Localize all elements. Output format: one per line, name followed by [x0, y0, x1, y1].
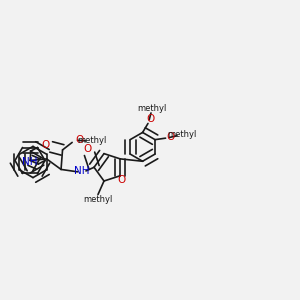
- Text: O: O: [167, 132, 175, 142]
- Text: NH: NH: [74, 166, 90, 176]
- Text: O: O: [76, 135, 84, 145]
- Text: methyl: methyl: [137, 104, 166, 113]
- Text: NH: NH: [22, 158, 37, 167]
- Text: methyl: methyl: [167, 130, 197, 139]
- Text: methyl: methyl: [83, 195, 113, 204]
- Text: O: O: [42, 140, 50, 149]
- Text: O: O: [83, 144, 91, 154]
- Text: O: O: [146, 114, 154, 124]
- Text: methyl: methyl: [77, 136, 106, 145]
- Text: O: O: [118, 175, 126, 185]
